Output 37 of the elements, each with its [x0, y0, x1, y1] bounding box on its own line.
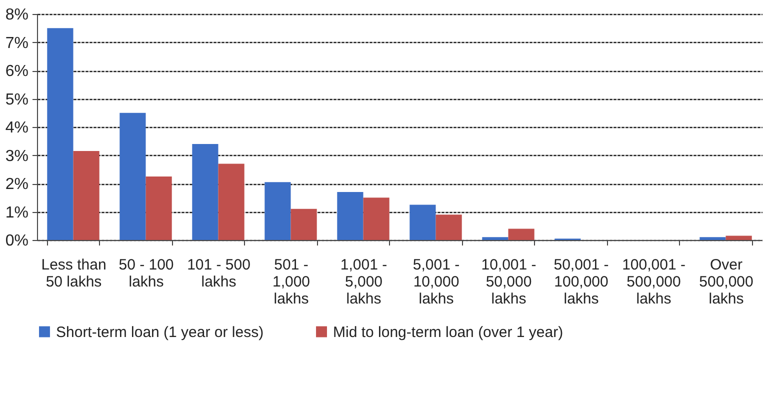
y-tick-label: 3%	[5, 148, 28, 165]
legend-label: Short-term loan (1 year or less)	[56, 324, 264, 341]
y-tick-label: 1%	[5, 204, 28, 222]
x-tick-label: 50,001 - 100,000 lakhs	[554, 256, 609, 308]
bar	[192, 144, 218, 240]
y-tick-label: 4%	[5, 120, 28, 136]
y-tick-label: 5%	[5, 91, 28, 108]
bar	[410, 204, 436, 240]
x-tick-label: 50 - 100 lakhs	[118, 256, 174, 290]
y-tick-label: 8%	[5, 6, 28, 24]
x-tick-label: 10,001 - 50,000 lakhs	[481, 256, 536, 308]
x-tick-label: 501 - 1,000 lakhs	[272, 256, 310, 308]
bar	[508, 228, 534, 240]
x-tick-label: 5,001 - 10,000 lakhs	[412, 256, 460, 308]
x-tick-label: Less than 50 lakhs	[41, 256, 106, 290]
bar	[700, 237, 726, 240]
y-tick-label: 2%	[5, 176, 28, 193]
bar	[482, 237, 508, 240]
bar	[290, 208, 317, 240]
legend-label: Mid to long-term loan (over 1 year)	[333, 324, 564, 341]
y-tick-label: 7%	[5, 34, 28, 52]
y-tick-label: 0%	[5, 232, 28, 250]
x-tick-label: Over 500,000 lakhs	[699, 256, 754, 308]
bar	[120, 112, 146, 240]
x-tick-label: 101 - 500 lakhs	[187, 256, 250, 290]
bar	[726, 236, 752, 240]
bar	[73, 151, 100, 240]
bar	[47, 28, 74, 240]
bar	[146, 176, 172, 240]
bar	[218, 164, 244, 240]
bar	[337, 192, 364, 240]
bar	[363, 198, 390, 240]
x-tick-label: 1,001 - 5,000 lakhs	[340, 256, 388, 308]
bar	[264, 182, 291, 240]
bar	[436, 214, 462, 240]
x-tick-label: 100,001 - 500,000 lakhs	[622, 256, 686, 308]
y-tick-label: 6%	[5, 63, 28, 80]
